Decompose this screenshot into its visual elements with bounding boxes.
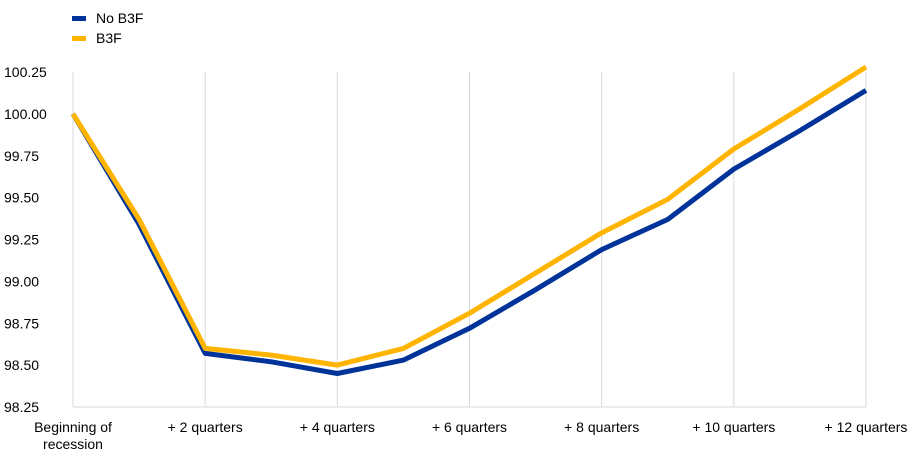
y-tick-label: 100.25 [4, 64, 47, 80]
x-tick-label: + 8 quarters [564, 419, 639, 435]
legend-swatch-b3f [72, 35, 86, 41]
y-tick-label: 98.25 [4, 399, 39, 415]
x-tick-label: + 12 quarters [825, 419, 908, 435]
y-tick-label: 98.50 [4, 357, 39, 373]
legend-swatch-no-b3f [72, 15, 86, 21]
x-tick-label: + 2 quarters [168, 419, 243, 435]
legend-item-no-b3f: No B3F [72, 8, 143, 28]
y-tick-label: 100.00 [4, 106, 47, 122]
y-tick-label: 99.50 [4, 190, 39, 206]
x-tick-label: + 10 quarters [692, 419, 775, 435]
legend-item-b3f: B3F [72, 28, 143, 48]
x-tick-label: Beginning of recession [34, 419, 112, 452]
series-line-no-b3f [70, 88, 868, 376]
y-tick-label: 99.00 [4, 273, 39, 289]
legend: No B3F B3F [72, 8, 143, 48]
y-tick-label: 99.25 [4, 232, 39, 248]
y-tick-label: 99.75 [4, 148, 39, 164]
legend-label-b3f: B3F [96, 30, 122, 46]
legend-label-no-b3f: No B3F [96, 10, 144, 26]
y-tick-label: 98.75 [4, 315, 39, 331]
series-line-b3f [70, 64, 868, 368]
x-tick-label: + 6 quarters [432, 419, 507, 435]
x-tick-label: + 4 quarters [300, 419, 375, 435]
